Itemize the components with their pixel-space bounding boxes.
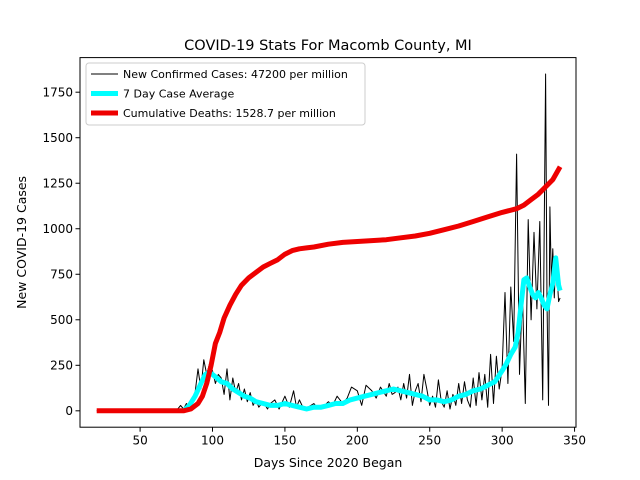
plot-frame xyxy=(79,57,577,428)
y-tick-label: 1500 xyxy=(42,131,73,145)
x-tick-label: 350 xyxy=(563,434,586,448)
x-tick-label: 50 xyxy=(132,434,147,448)
legend-box xyxy=(85,62,366,126)
y-tick-label: 1000 xyxy=(42,222,73,236)
y-tick-label: 0 xyxy=(65,404,73,418)
y-tick-label: 1750 xyxy=(42,85,73,99)
x-tick-label: 300 xyxy=(491,434,514,448)
legend-label: New Confirmed Cases: 47200 per million xyxy=(123,68,348,81)
x-axis: 50 100 150 200 250 300 350 xyxy=(132,427,586,448)
x-axis-label: Days Since 2020 Began xyxy=(254,455,403,470)
y-tick-label: 250 xyxy=(50,359,73,373)
y-axis-label: New COVID-19 Cases xyxy=(14,176,29,309)
y-tick-label: 500 xyxy=(50,313,73,327)
legend-label: 7 Day Case Average xyxy=(123,88,235,101)
y-axis: 0 250 500 750 1000 1250 1500 1750 xyxy=(42,85,80,418)
series-layer xyxy=(96,73,563,414)
series-cumulative-deaths-line xyxy=(96,165,563,414)
y-tick-label: 750 xyxy=(50,268,73,282)
y-tick-label: 1250 xyxy=(42,177,73,191)
x-tick-label: 150 xyxy=(273,434,296,448)
series-7-day-average-line xyxy=(181,255,563,413)
legend: New Confirmed Cases: 47200 per million 7 … xyxy=(85,62,366,126)
x-tick-label: 200 xyxy=(346,434,369,448)
chart-title: COVID-19 Stats For Macomb County, MI xyxy=(184,38,472,54)
legend-label: Cumulative Deaths: 1528.7 per million xyxy=(123,107,336,120)
x-tick-label: 100 xyxy=(201,434,224,448)
x-tick-label: 250 xyxy=(418,434,441,448)
